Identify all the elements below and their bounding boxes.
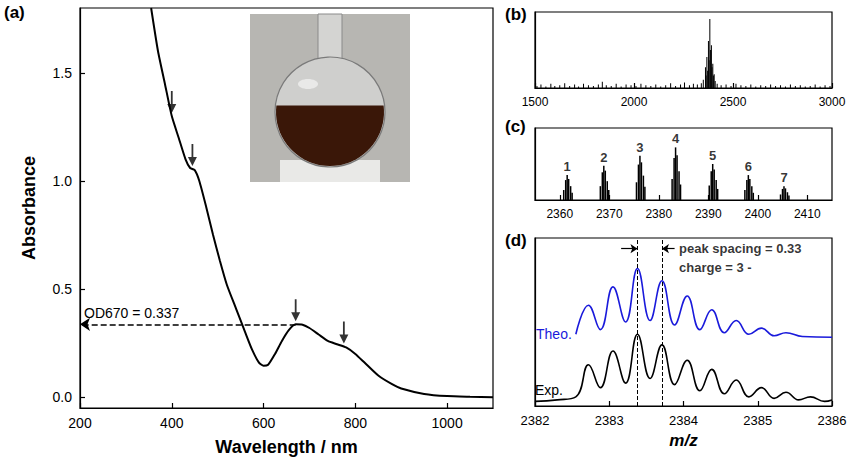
svg-text:0.0: 0.0 <box>53 389 73 405</box>
svg-text:2370: 2370 <box>596 207 623 221</box>
svg-text:2400: 2400 <box>744 207 771 221</box>
svg-text:1.0: 1.0 <box>53 173 73 189</box>
svg-text:(b): (b) <box>505 5 527 24</box>
svg-text:(d): (d) <box>505 231 527 250</box>
svg-text:Exp.: Exp. <box>535 382 563 398</box>
svg-text:2385: 2385 <box>743 413 772 428</box>
svg-text:2000: 2000 <box>621 95 648 109</box>
svg-text:1500: 1500 <box>522 95 549 109</box>
svg-text:Theo.: Theo. <box>536 326 572 342</box>
svg-text:(c): (c) <box>505 117 526 136</box>
svg-text:2360: 2360 <box>546 207 573 221</box>
svg-text:2390: 2390 <box>695 207 722 221</box>
svg-text:charge = 3 -: charge = 3 - <box>679 260 752 275</box>
svg-text:2383: 2383 <box>595 413 624 428</box>
svg-text:4: 4 <box>672 131 680 146</box>
svg-text:1.5: 1.5 <box>53 65 73 81</box>
svg-text:3000: 3000 <box>819 95 846 109</box>
svg-text:2380: 2380 <box>645 207 672 221</box>
svg-text:5: 5 <box>709 148 716 163</box>
svg-text:2384: 2384 <box>669 413 698 428</box>
svg-text:OD670 = 0.337: OD670 = 0.337 <box>84 305 180 321</box>
svg-text:3: 3 <box>636 140 643 155</box>
svg-text:2386: 2386 <box>818 413 847 428</box>
svg-text:1: 1 <box>564 159 571 174</box>
svg-text:Absorbance: Absorbance <box>19 156 39 260</box>
svg-text:200: 200 <box>68 415 92 431</box>
svg-text:2382: 2382 <box>521 413 550 428</box>
svg-text:2410: 2410 <box>794 207 821 221</box>
svg-text:400: 400 <box>160 415 184 431</box>
svg-text:600: 600 <box>252 415 276 431</box>
svg-text:2: 2 <box>600 150 607 165</box>
svg-text:0.5: 0.5 <box>53 281 73 297</box>
svg-text:7: 7 <box>780 170 787 185</box>
svg-text:800: 800 <box>344 415 368 431</box>
svg-text:6: 6 <box>745 159 752 174</box>
svg-text:(a): (a) <box>4 3 25 22</box>
svg-text:peak spacing = 0.33: peak spacing = 0.33 <box>679 241 801 256</box>
svg-text:Wavelength / nm: Wavelength / nm <box>215 437 357 457</box>
svg-text:m/z: m/z <box>669 431 698 450</box>
svg-text:1000: 1000 <box>432 415 463 431</box>
svg-text:2500: 2500 <box>720 95 747 109</box>
